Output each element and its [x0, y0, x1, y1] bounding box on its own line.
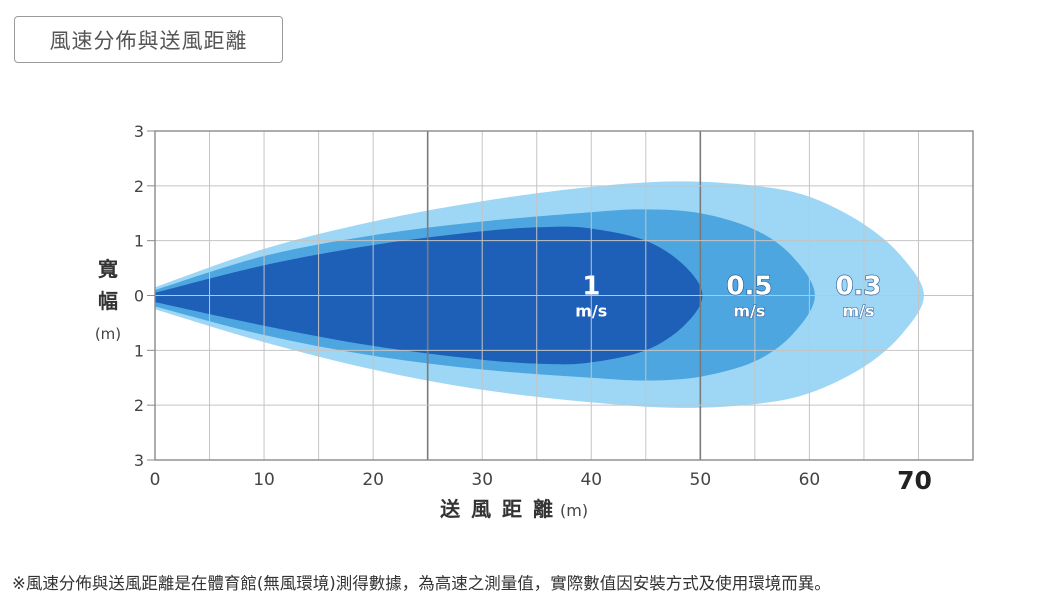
x-tick-label: 30: [471, 470, 493, 490]
y-tick-label: 3: [134, 122, 144, 141]
y-tick-label: 2: [134, 396, 144, 415]
x-tick-label: 50: [690, 470, 712, 490]
x-axis-label: 送 風 距 離: [440, 497, 555, 521]
x-tick-label: 40: [580, 470, 602, 490]
y-tick-label: 0: [134, 287, 144, 306]
y-tick-label: 2: [134, 177, 144, 196]
zone-label-unit: m/s: [733, 302, 765, 321]
y-axis-label-char: 幅: [98, 289, 118, 313]
zone-label-value: 0.3: [835, 272, 881, 302]
zone-label-value: 1: [582, 272, 600, 302]
y-axis-label-char: 寬: [98, 257, 118, 281]
x-axis-unit: (m): [560, 501, 588, 520]
zone-labels: 0.3m/s0.5m/s1m/s: [575, 271, 882, 321]
chart-title: 風速分佈與送風距離: [49, 28, 248, 53]
grid-layer: [147, 130, 974, 461]
axis-labels: 送 風 距 離 (m) 寬幅 (m): [95, 257, 588, 521]
zone-label-value: 0.5: [726, 272, 772, 302]
y-tick-label: 3: [134, 451, 144, 470]
chart-title-box: 風速分佈與送風距離: [14, 16, 283, 63]
zone-label-unit: m/s: [842, 302, 874, 321]
footnote: ※風速分佈與送風距離是在體育館(無風環境)測得數據，為高速之測量值，實際數值因安…: [12, 574, 831, 593]
x-tick-label: 70: [897, 466, 932, 495]
x-tick-label: 60: [799, 470, 821, 490]
x-tick-label: 0: [150, 470, 161, 490]
y-tick-label: 1: [134, 341, 144, 360]
y-tick-label: 1: [134, 232, 144, 251]
x-tick-label: 20: [362, 470, 384, 490]
wind-distribution-chart: 0.3m/s0.5m/s1m/s 0 10 20 30 40 50 60 70 3210123…: [95, 122, 974, 521]
x-tick-labels: 0 10 20 30 40 50 60 70: [150, 466, 932, 495]
x-tick-label: 10: [253, 470, 275, 490]
zone-label-unit: m/s: [575, 302, 607, 321]
y-tick-labels: 3 2 1 0 1 2 3: [134, 122, 144, 470]
y-axis-unit: (m): [95, 325, 121, 343]
